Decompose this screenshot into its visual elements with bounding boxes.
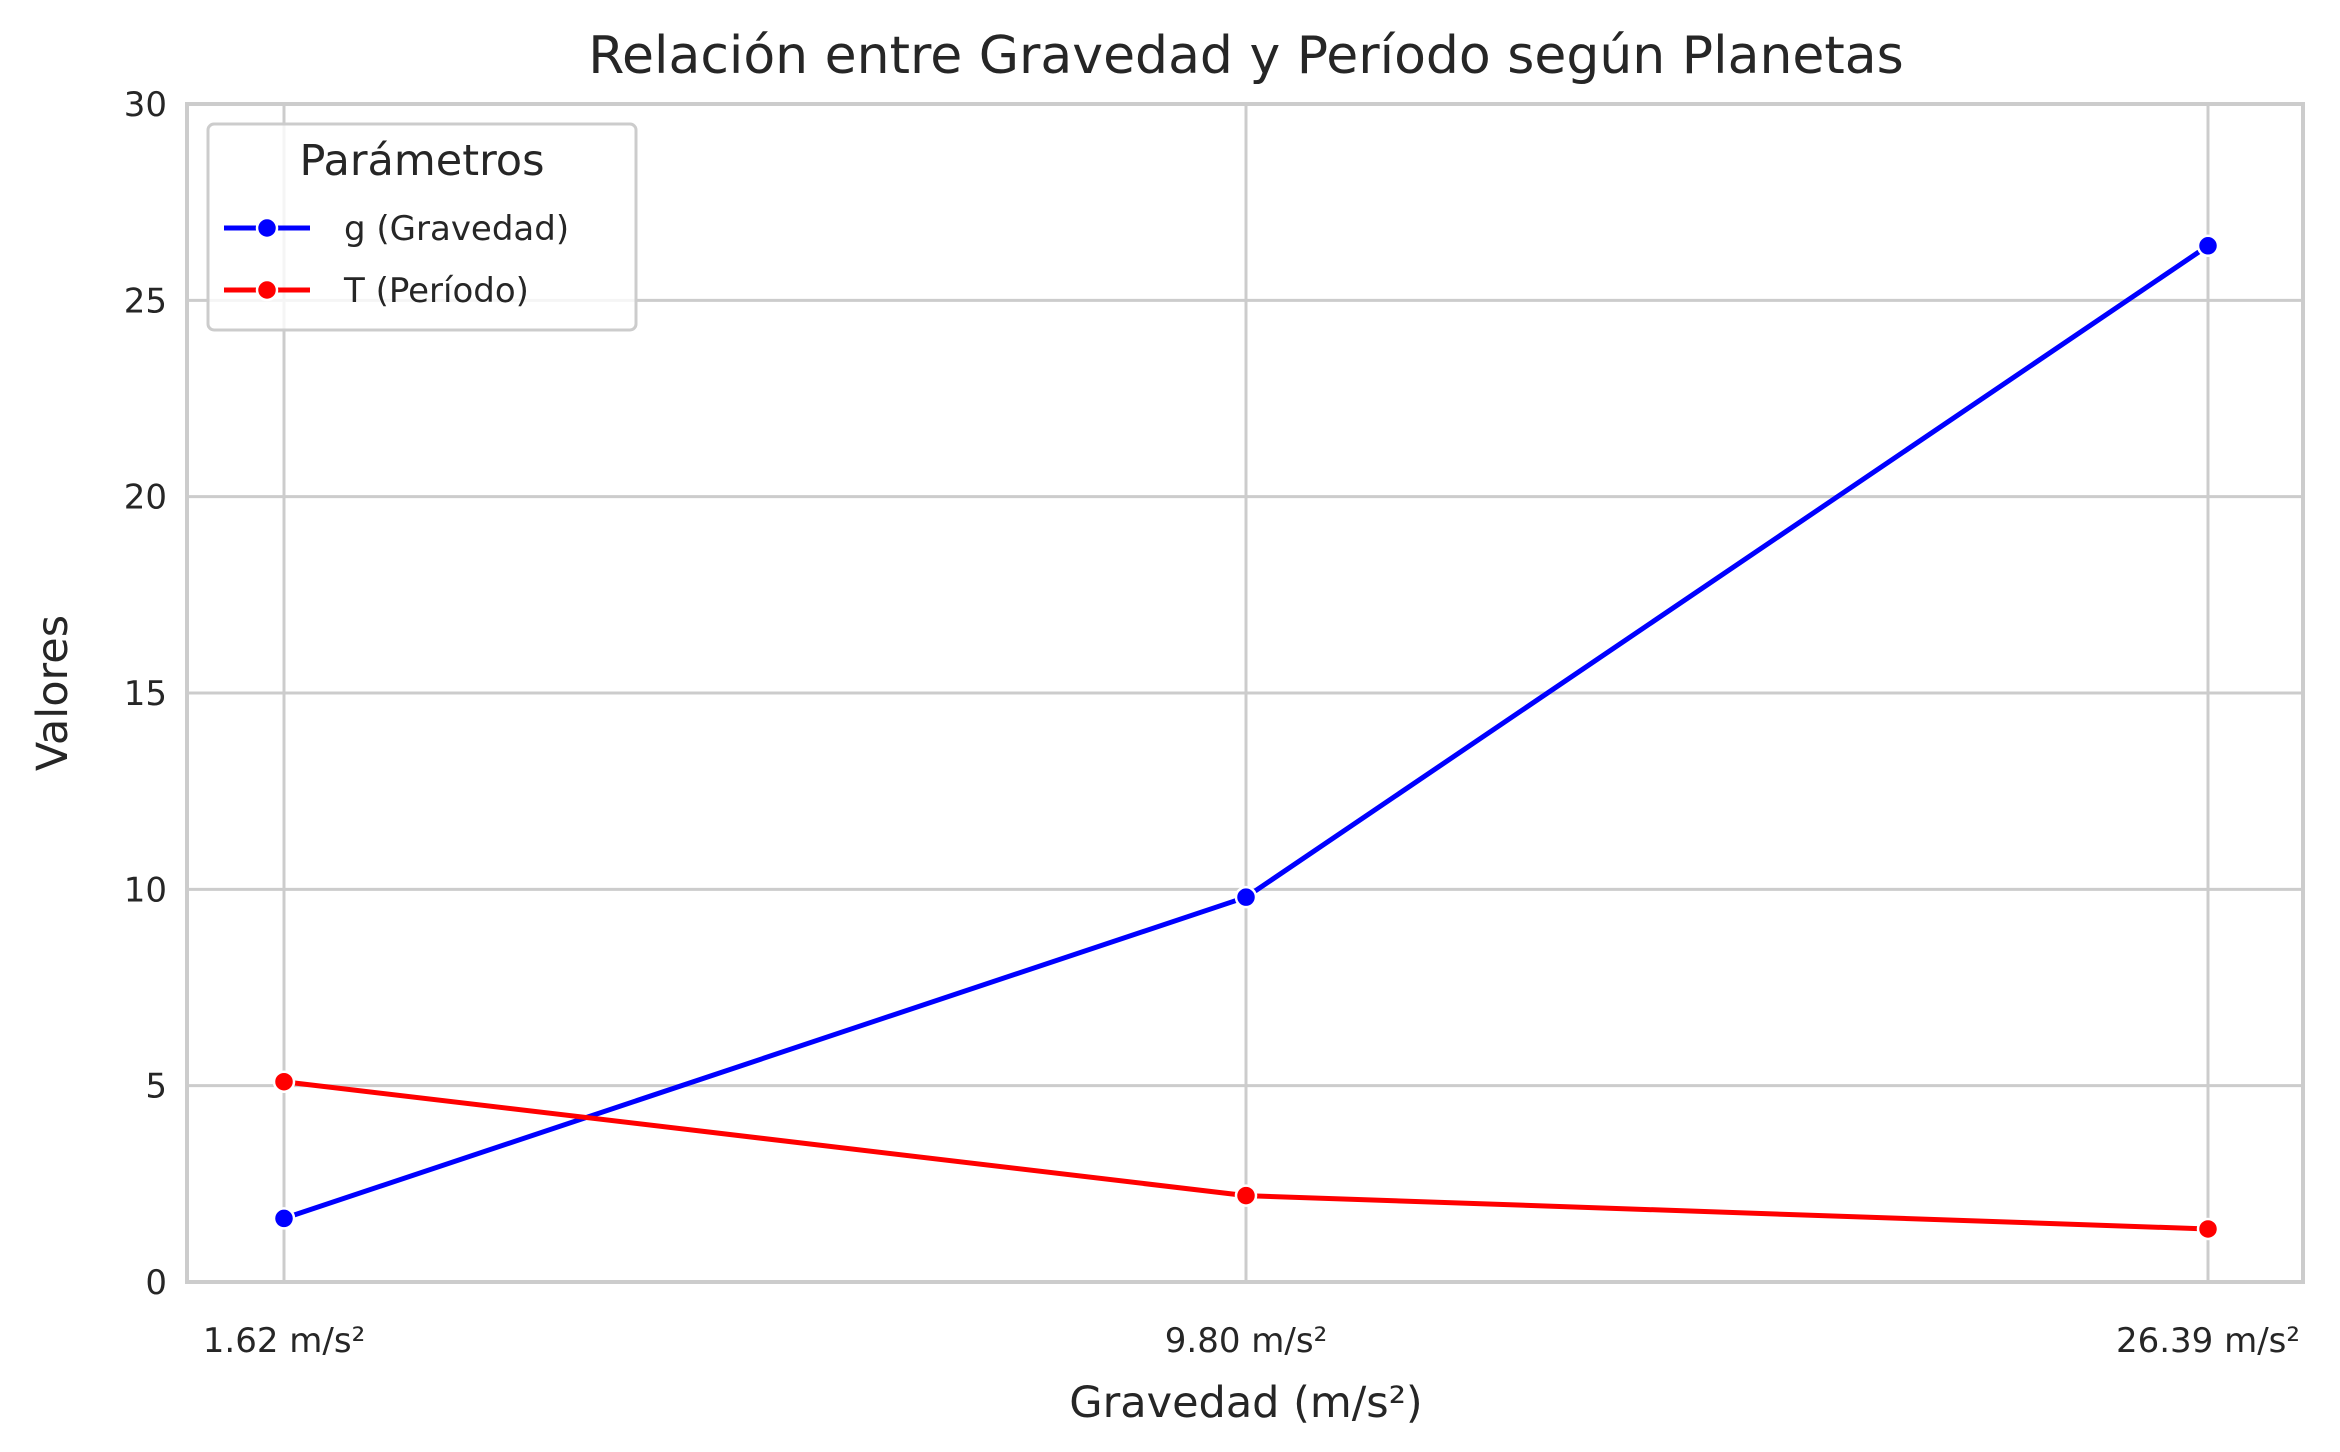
legend-title: Parámetros (299, 136, 544, 186)
data-point (1234, 1184, 1258, 1207)
x-tick-label: 9.80 m/s² (1165, 1321, 1327, 1361)
plot-frame (185, 102, 2305, 1284)
y-tick-label: 30 (124, 85, 167, 125)
series-layer (272, 234, 2220, 1241)
legend-label: T (Período) (343, 271, 529, 311)
x-axis-label: Gravedad (m/s²) (1069, 1378, 1422, 1428)
x-tick-label: 1.62 m/s² (203, 1321, 365, 1361)
data-point (2196, 1217, 2220, 1241)
data-point (272, 1070, 296, 1093)
y-ticks: 0 5 10 15 20 25 30 (124, 85, 167, 1303)
x-tick-label: 26.39 m/s² (2116, 1321, 2300, 1361)
chart-title: Relación entre Gravedad y Período según … (588, 26, 1904, 86)
y-tick-label: 0 (145, 1263, 167, 1303)
legend-label: g (Gravedad) (344, 209, 569, 249)
legend-box (206, 122, 638, 332)
y-tick-label: 25 (124, 281, 167, 321)
y-tick-label: 15 (124, 674, 167, 714)
legend-marker (255, 216, 279, 240)
y-tick-label: 10 (124, 870, 167, 910)
x-ticks: 1.62 m/s² 9.80 m/s² 26.39 m/s² (203, 1321, 2300, 1361)
data-point (272, 1207, 296, 1230)
legend-items: g (Gravedad) T (Período) (224, 209, 569, 311)
legend-marker (255, 278, 279, 302)
y-axis-label: Valores (28, 615, 78, 771)
y-tick-label: 20 (124, 478, 167, 518)
data-point (1234, 885, 1258, 909)
data-point (2196, 234, 2220, 258)
legend: Parámetros g (Gravedad) T (Período) (206, 122, 638, 332)
y-tick-label: 5 (145, 1067, 167, 1107)
